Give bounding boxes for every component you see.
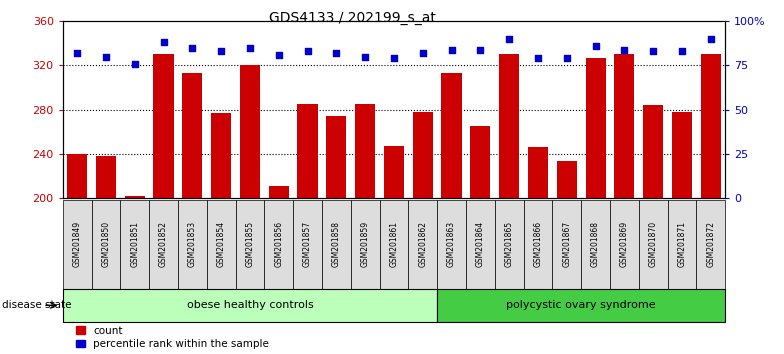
Bar xyxy=(326,116,347,198)
Bar xyxy=(639,200,668,289)
Bar xyxy=(149,200,178,289)
Text: GSM201858: GSM201858 xyxy=(332,221,341,267)
Bar xyxy=(269,186,289,198)
Point xyxy=(705,36,717,42)
Bar xyxy=(207,200,235,289)
Text: GSM201854: GSM201854 xyxy=(216,221,226,267)
Bar xyxy=(182,73,202,198)
Bar xyxy=(668,200,696,289)
Bar xyxy=(350,200,379,289)
Text: GSM201863: GSM201863 xyxy=(447,221,456,267)
Text: GSM201868: GSM201868 xyxy=(591,221,600,267)
Bar xyxy=(211,113,231,198)
Point xyxy=(445,47,458,52)
Point xyxy=(647,48,659,54)
Bar xyxy=(553,200,581,289)
Bar xyxy=(96,156,116,198)
Text: GSM201861: GSM201861 xyxy=(390,221,398,267)
Point xyxy=(330,50,343,56)
Bar xyxy=(557,161,577,198)
Text: GSM201870: GSM201870 xyxy=(648,221,658,267)
Bar xyxy=(235,200,264,289)
Bar xyxy=(408,200,437,289)
Bar xyxy=(92,200,120,289)
Point xyxy=(71,50,83,56)
Point xyxy=(244,45,256,51)
Bar xyxy=(240,65,260,198)
Text: GSM201862: GSM201862 xyxy=(418,221,427,267)
Text: GSM201852: GSM201852 xyxy=(159,221,168,267)
Point xyxy=(387,56,400,61)
Bar xyxy=(437,200,466,289)
Bar xyxy=(412,112,433,198)
Text: disease state: disease state xyxy=(2,300,71,310)
Text: GSM201857: GSM201857 xyxy=(303,221,312,267)
Bar xyxy=(615,55,634,198)
Bar xyxy=(297,104,318,198)
Text: GSM201859: GSM201859 xyxy=(361,221,370,267)
Point xyxy=(590,43,602,49)
Bar xyxy=(466,200,495,289)
Text: GSM201853: GSM201853 xyxy=(188,221,197,267)
Bar xyxy=(67,154,87,198)
Bar xyxy=(524,200,553,289)
Bar xyxy=(379,200,408,289)
Bar xyxy=(610,200,639,289)
Point xyxy=(474,47,487,52)
Bar xyxy=(178,200,207,289)
Point xyxy=(301,48,314,54)
Point xyxy=(359,54,372,59)
Text: GSM201865: GSM201865 xyxy=(505,221,514,267)
Text: GSM201850: GSM201850 xyxy=(101,221,111,267)
Legend: count, percentile rank within the sample: count, percentile rank within the sample xyxy=(76,326,270,349)
Text: GSM201872: GSM201872 xyxy=(706,221,715,267)
Point xyxy=(186,45,198,51)
Text: GSM201867: GSM201867 xyxy=(562,221,572,267)
Bar xyxy=(437,289,725,322)
Point xyxy=(158,40,170,45)
Point xyxy=(215,48,227,54)
Bar xyxy=(528,147,548,198)
Text: obese healthy controls: obese healthy controls xyxy=(187,300,314,310)
Point xyxy=(100,54,112,59)
Bar xyxy=(495,200,524,289)
Bar xyxy=(696,200,725,289)
Point xyxy=(416,50,429,56)
Bar xyxy=(120,200,149,289)
Text: GSM201866: GSM201866 xyxy=(533,221,543,267)
Point xyxy=(129,61,141,67)
Bar xyxy=(701,55,720,198)
Bar xyxy=(63,200,92,289)
Text: GDS4133 / 202199_s_at: GDS4133 / 202199_s_at xyxy=(270,11,436,25)
Bar xyxy=(154,55,173,198)
Point xyxy=(273,52,285,58)
Bar xyxy=(581,200,610,289)
Bar xyxy=(63,289,437,322)
Point xyxy=(503,36,515,42)
Bar xyxy=(470,126,491,198)
Bar xyxy=(293,200,322,289)
Bar xyxy=(355,104,376,198)
Bar xyxy=(322,200,350,289)
Text: polycystic ovary syndrome: polycystic ovary syndrome xyxy=(506,300,656,310)
Text: GSM201855: GSM201855 xyxy=(245,221,255,267)
Point xyxy=(676,48,688,54)
Point xyxy=(618,47,630,52)
Text: GSM201856: GSM201856 xyxy=(274,221,283,267)
Bar xyxy=(586,58,606,198)
Text: GSM201849: GSM201849 xyxy=(73,221,82,267)
Point xyxy=(561,56,573,61)
Text: GSM201869: GSM201869 xyxy=(620,221,629,267)
Text: GSM201864: GSM201864 xyxy=(476,221,485,267)
Text: GSM201871: GSM201871 xyxy=(677,221,687,267)
Point xyxy=(532,56,544,61)
Bar xyxy=(441,73,462,198)
Bar xyxy=(643,105,663,198)
Bar xyxy=(672,112,692,198)
Bar xyxy=(499,55,519,198)
Bar xyxy=(384,146,404,198)
Text: GSM201851: GSM201851 xyxy=(130,221,140,267)
Bar xyxy=(264,200,293,289)
Bar xyxy=(125,196,145,198)
